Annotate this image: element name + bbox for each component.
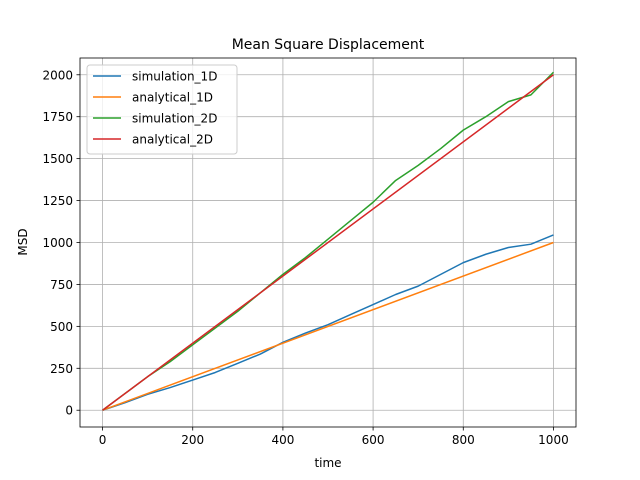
x-tick-label: 800: [452, 433, 475, 447]
y-tick-label: 1000: [42, 236, 73, 250]
legend: simulation_1D analytical_1D simulation_2Da…: [86, 64, 238, 155]
x-tick-label: 0: [99, 433, 107, 447]
x-tick-label: 1000: [538, 433, 569, 447]
y-tick-label: 1750: [42, 110, 73, 124]
x-tick-label: 600: [362, 433, 385, 447]
series-line-simulation_2D: [102, 71, 554, 411]
series-line-simulation_1D: [102, 234, 554, 411]
x-tick-label: 200: [181, 433, 204, 447]
legend-label-analytical_1D: analytical_1D: [132, 91, 213, 105]
legend-label-analytical_2D: analytical_2D: [132, 133, 213, 147]
x-axis-ticks: 0 200 400 600 800 1000: [99, 427, 569, 447]
x-axis-label: time: [314, 456, 341, 470]
y-tick-label: 1500: [42, 152, 73, 166]
series-lines: [102, 71, 554, 411]
legend-label-simulation_1D: simulation_1D: [132, 70, 217, 84]
legend-label-simulation_2D: simulation_2D: [132, 112, 217, 126]
y-tick-label: 0: [65, 404, 73, 418]
y-axis-label: MSD: [16, 228, 30, 255]
series-line-analytical_1D: [102, 241, 554, 411]
y-tick-label: 750: [50, 278, 73, 292]
series-line-analytical_2D: [102, 74, 554, 411]
y-tick-label: 2000: [42, 68, 73, 82]
y-tick-label: 1250: [42, 194, 73, 208]
y-tick-label: 500: [50, 320, 73, 334]
y-axis-ticks: 0 250 500 750 1000 1250 1500 1750 2000: [42, 68, 80, 418]
legend-box: [86, 64, 238, 155]
y-tick-label: 250: [50, 362, 73, 376]
chart-title: Mean Square Displacement: [232, 37, 425, 53]
x-tick-label: 400: [271, 433, 294, 447]
